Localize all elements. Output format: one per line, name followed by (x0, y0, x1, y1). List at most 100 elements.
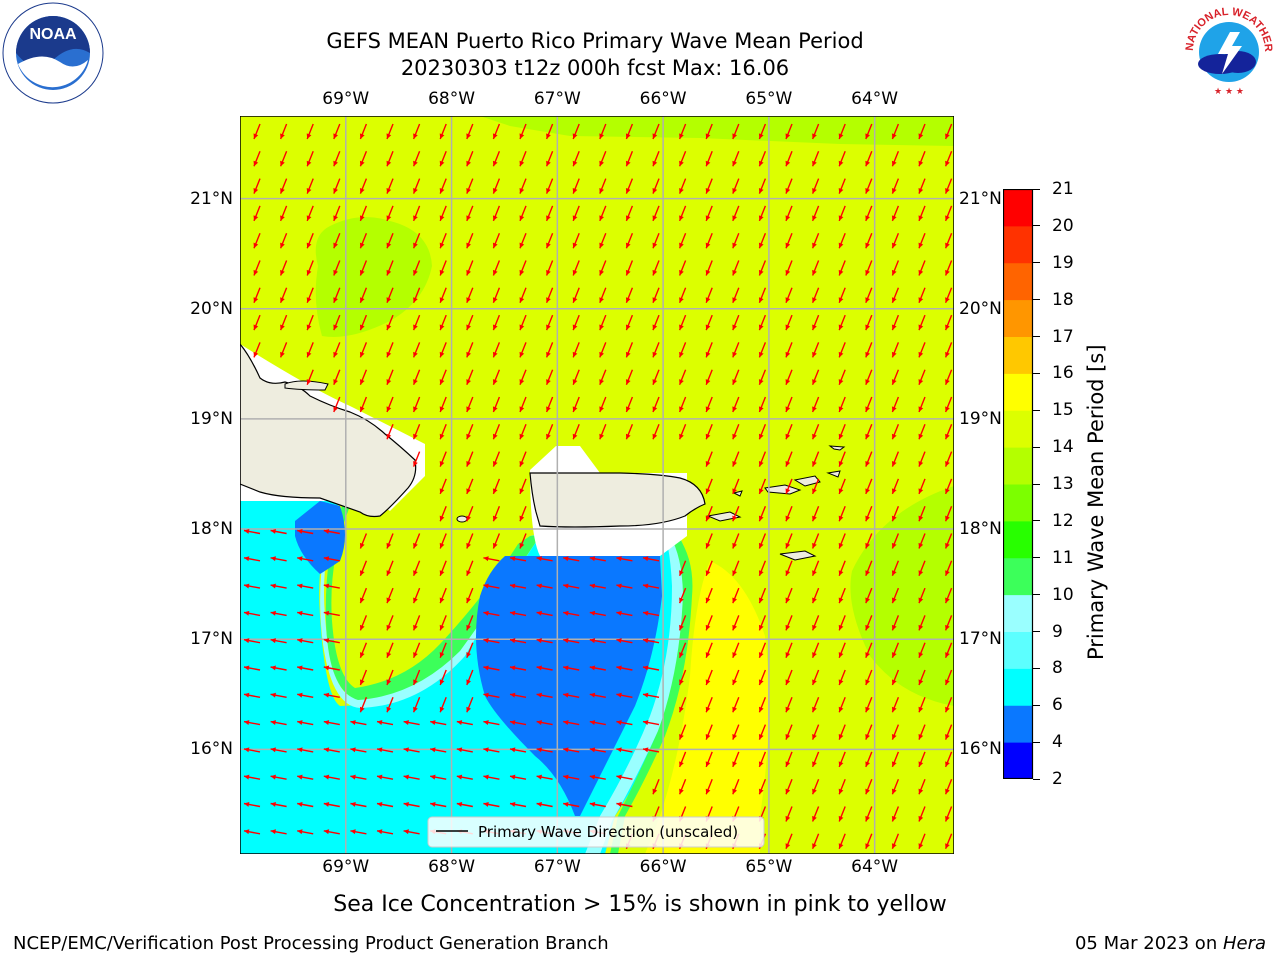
wave-direction-arrow (359, 369, 368, 385)
colorbar-segment (1003, 336, 1033, 374)
colorbar-segment (1003, 705, 1033, 743)
wave-direction-arrow (599, 342, 607, 358)
colorbar-tick-label: 18 (1052, 289, 1074, 310)
wave-direction-arrow (944, 478, 953, 495)
wave-direction-arrow (323, 720, 340, 726)
wave-direction-arrow (403, 774, 420, 780)
wave-direction-arrow (439, 533, 447, 549)
wave-direction-arrow (589, 638, 606, 644)
colorbar-tick-label: 4 (1052, 732, 1063, 753)
colorbar-segment (1003, 225, 1033, 264)
wave-direction-arrow (811, 615, 820, 631)
wave-direction-arrow (509, 556, 527, 562)
wave-direction-arrow (705, 369, 713, 385)
wave-direction-arrow (678, 560, 687, 577)
wave-direction-arrow (732, 342, 740, 358)
wave-direction-arrow (865, 232, 873, 249)
wave-direction-arrow (838, 806, 846, 822)
wave-direction-arrow (732, 751, 740, 768)
wave-direction-arrow (785, 778, 793, 795)
wave-direction-arrow (492, 123, 501, 140)
wave-direction-arrow (758, 669, 767, 686)
wave-direction-arrow (466, 615, 474, 631)
wave-direction-arrow (456, 747, 473, 753)
wave-direction-arrow (519, 287, 527, 304)
wave-direction-arrow (519, 342, 527, 358)
wave-direction-arrow (466, 205, 474, 222)
wave-direction-arrow (891, 505, 900, 522)
wave-direction-arrow (865, 533, 873, 549)
wave-direction-arrow (918, 533, 926, 549)
wave-direction-arrow (838, 505, 846, 522)
wave-direction-arrow (758, 478, 767, 495)
wave-direction-arrow (944, 123, 953, 140)
wave-direction-arrow (785, 123, 793, 140)
wave-direction-arrow (705, 642, 713, 658)
wave-direction-arrow (678, 396, 687, 413)
wave-direction-arrow (439, 369, 447, 385)
wave-direction-arrow (599, 151, 607, 167)
chart-title: GEFS MEAN Puerto Rico Primary Wave Mean … (326, 29, 864, 53)
wave-direction-arrow (642, 692, 660, 698)
wave-direction-arrow (918, 369, 926, 385)
wave-direction-arrow (403, 829, 420, 835)
wave-direction-arrow (891, 669, 900, 686)
wave-direction-arrow (412, 151, 421, 167)
wave-direction-arrow (359, 642, 368, 658)
wave-direction-arrow (589, 610, 606, 617)
wave-direction-arrow (279, 287, 288, 304)
wave-direction-arrow (359, 232, 368, 249)
wave-direction-arrow (865, 123, 873, 140)
wave-direction-arrow (376, 720, 394, 726)
wave-direction-arrow (785, 451, 793, 467)
wave-direction-arrow (563, 583, 580, 589)
wave-direction-arrow (509, 665, 527, 671)
wave-direction-arrow (492, 369, 501, 385)
wave-direction-arrow (732, 151, 740, 167)
wave-direction-arrow (359, 123, 368, 140)
wave-direction-arrow (838, 260, 846, 276)
wave-direction-arrow (333, 369, 341, 385)
wave-direction-arrow (599, 424, 607, 440)
wave-direction-arrow (492, 314, 501, 331)
wave-direction-arrow (519, 424, 527, 440)
wave-direction-arrow (572, 314, 580, 331)
colorbar-tick-mark (1033, 631, 1040, 632)
wave-direction-arrow (323, 610, 340, 617)
wave-direction-arrow (732, 396, 740, 413)
wave-direction-arrow (323, 528, 340, 535)
wave-direction-arrow (918, 587, 926, 604)
wave-direction-arrow (865, 396, 873, 413)
wave-direction-arrow (891, 205, 900, 222)
wave-direction-arrow (403, 720, 420, 726)
wave-direction-arrow (705, 287, 713, 304)
wave-direction-arrow (412, 451, 421, 467)
wave-direction-arrow (599, 314, 607, 331)
wave-direction-arrow (944, 642, 953, 658)
wave-direction-arrow (944, 178, 953, 194)
wave-direction-arrow (732, 424, 740, 440)
wave-direction-arrow (944, 806, 953, 822)
wave-direction-arrow (705, 123, 713, 140)
wave-direction-arrow (678, 424, 687, 440)
wave-direction-arrow (865, 205, 873, 222)
footer-branch: NCEP/EMC/Verification Post Processing Pr… (13, 933, 609, 954)
wave-direction-arrow (652, 424, 660, 440)
wave-direction-arrow (732, 178, 740, 194)
wave-direction-arrow (944, 424, 953, 440)
wave-direction-arrow (536, 665, 553, 671)
wave-direction-arrow (944, 314, 953, 331)
wave-direction-arrow (536, 720, 553, 726)
wave-direction-arrow (705, 615, 713, 631)
wave-direction-arrow (865, 587, 873, 604)
colorbar-tick-label: 13 (1052, 474, 1074, 494)
wave-direction-arrow (270, 610, 287, 617)
colorbar-segment (1003, 447, 1033, 485)
wave-direction-arrow (865, 642, 873, 658)
wave-direction-arrow (865, 424, 873, 440)
wave-direction-arrow (838, 833, 846, 850)
wave-direction-arrow (811, 833, 820, 850)
wave-direction-arrow (270, 774, 287, 780)
wave-direction-arrow (386, 697, 394, 713)
wave-direction-arrow (545, 287, 554, 304)
